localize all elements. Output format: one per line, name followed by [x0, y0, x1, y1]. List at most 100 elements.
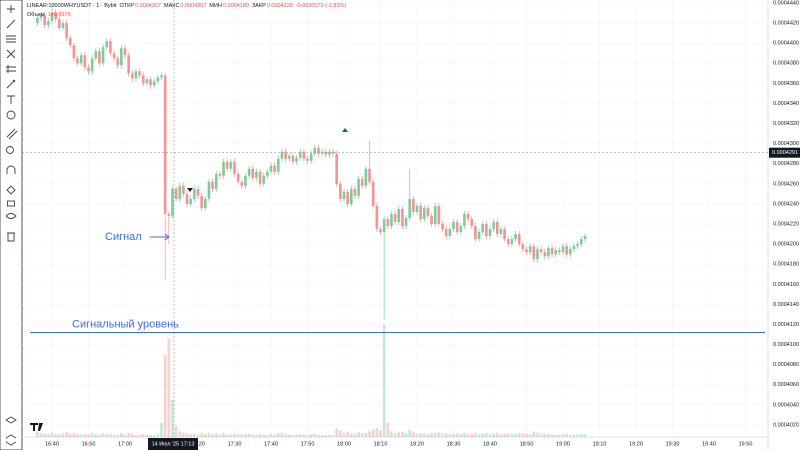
candle-body [576, 244, 579, 247]
emoji-tool[interactable] [6, 110, 16, 120]
candle-body [430, 215, 433, 225]
magnet-tool[interactable] [6, 165, 16, 174]
volume-bar [510, 434, 514, 437]
candle-body [539, 249, 543, 253]
brush-tool[interactable] [6, 79, 16, 89]
candle-body [266, 171, 269, 176]
volume-bar [499, 434, 503, 437]
candle-body [127, 55, 130, 74]
volume-bar [54, 434, 57, 437]
volume-bar [426, 434, 430, 437]
line-tool[interactable] [6, 19, 16, 29]
ruler-tool[interactable] [6, 128, 18, 140]
y-tick-label: 0.0004040 [773, 402, 799, 408]
candle-body [149, 79, 152, 86]
candle-body [244, 175, 247, 186]
volume-bar [79, 434, 83, 437]
candle-body [313, 147, 317, 154]
volume-bar [441, 433, 444, 437]
candle-body [342, 191, 346, 199]
price-label: 0.0004291 [772, 150, 798, 156]
candle-body [572, 246, 576, 250]
layers-tool[interactable] [5, 416, 17, 424]
x-tick-label: 18:30 [447, 441, 461, 447]
volume-bar [368, 431, 371, 437]
candle-body [193, 188, 196, 199]
x-tick-label: 18:10 [374, 441, 388, 447]
delete-tool[interactable] [7, 232, 15, 242]
volume-bar [397, 432, 401, 437]
candle-body [547, 248, 550, 257]
candle-body [280, 151, 284, 159]
candle-body [182, 185, 185, 194]
fib-tool[interactable] [6, 35, 16, 43]
candle-body [120, 48, 123, 66]
y-tick-label: 0.0004340 [773, 101, 799, 107]
volume-bar [65, 432, 68, 437]
draw-mode-tool[interactable] [6, 185, 16, 195]
y-tick-label: 0.0004180 [773, 262, 799, 268]
candle-body [346, 191, 349, 204]
volume-bar [470, 433, 474, 437]
object-tree[interactable] [5, 434, 17, 446]
candle-body [499, 229, 503, 235]
volume-bar [357, 432, 360, 437]
crosshair-time-box [148, 438, 198, 450]
candle-body [412, 198, 415, 212]
volume-bar [444, 433, 448, 437]
lock-tool[interactable] [7, 200, 15, 207]
hide-tool[interactable] [5, 213, 17, 219]
candle-body [116, 58, 119, 66]
candle-body [401, 208, 404, 227]
x-tick-label: 16:40 [45, 441, 59, 447]
volume-bar [269, 433, 273, 437]
volume-bar [90, 432, 94, 437]
candle-body [58, 19, 61, 29]
volume-bar [393, 432, 397, 437]
volume-bar [419, 433, 422, 437]
volume-bar [207, 432, 211, 437]
x-tick-label: 17:50 [301, 441, 315, 447]
y-tick-label: 0.0004140 [773, 302, 799, 308]
candle-body [287, 155, 291, 159]
volume-bar [204, 434, 207, 437]
pattern-tool[interactable] [6, 49, 16, 59]
toolbar [0, 0, 23, 450]
candle-body [474, 226, 477, 240]
volume-bar [320, 435, 324, 437]
volume-bar [554, 435, 557, 437]
candle-body [368, 168, 371, 182]
x-tick-label: 18:20 [410, 441, 424, 447]
candle-body [302, 151, 306, 159]
candle-body [350, 188, 353, 204]
volume-bar [474, 433, 477, 437]
volume-bar [302, 434, 306, 437]
candle-body [229, 161, 233, 169]
candle-body [452, 222, 455, 230]
volume-bar [141, 434, 145, 437]
volume-bar [211, 434, 214, 437]
volume-bar [412, 432, 415, 437]
candle-body [185, 193, 189, 204]
y-tick-label: 0.0004280 [773, 161, 799, 167]
field-value: 0.0004307 [135, 3, 162, 9]
candle-body [335, 153, 338, 184]
candle-body [160, 75, 163, 78]
zoom-tool[interactable] [6, 146, 14, 154]
x-tick-label: 18:00 [337, 441, 351, 447]
field-label: ОТКР [119, 3, 135, 9]
volume-bar [298, 434, 302, 437]
volume-bar [127, 432, 130, 437]
candle-body [131, 73, 134, 79]
candle-body [309, 153, 313, 161]
candle-body [419, 205, 422, 220]
y-tick-label: 0.0004100 [773, 342, 799, 348]
forecast-tool[interactable] [6, 65, 16, 73]
volume-bar [174, 425, 178, 437]
volume-bar [317, 434, 320, 437]
volume-bar [514, 433, 517, 437]
candle-body [565, 246, 568, 255]
crosshair-tool[interactable] [7, 5, 15, 13]
volume-bar [455, 433, 459, 437]
text-tool[interactable] [7, 95, 15, 104]
